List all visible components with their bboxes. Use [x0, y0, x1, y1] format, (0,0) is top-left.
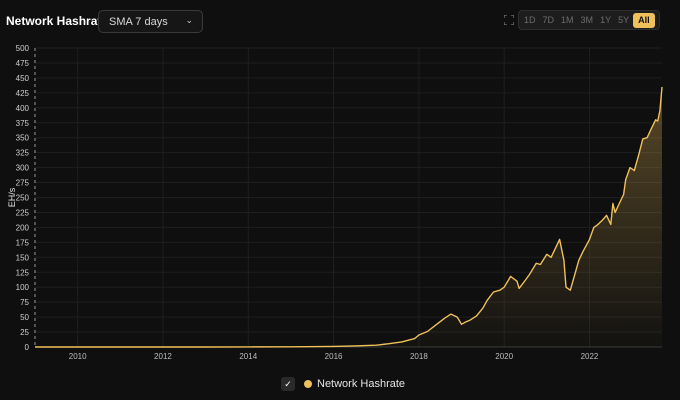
y-tick-label: 75: [20, 298, 29, 307]
y-tick-label: 250: [16, 194, 30, 203]
chart-title: Network Hashrate: [6, 14, 109, 28]
series-line: [35, 86, 663, 348]
time-range-selector: 1D 7D 1M 3M 1Y 5Y All: [518, 10, 660, 30]
x-tick-label: 2012: [154, 352, 172, 361]
y-tick-label: 300: [16, 164, 30, 173]
x-tick-label: 2016: [325, 352, 343, 361]
range-button-3m[interactable]: 3M: [580, 14, 594, 25]
x-tick-label: 2010: [69, 352, 87, 361]
y-tick-label: 450: [16, 74, 30, 83]
legend-label: Network Hashrate: [317, 378, 406, 390]
y-tick-label: 200: [16, 223, 30, 232]
legend-toggle-checkbox[interactable]: ✓: [281, 377, 295, 391]
y-tick-label: 0: [25, 343, 30, 352]
y-axis-label: EH/s: [7, 187, 17, 207]
range-button-7d[interactable]: 7D: [542, 14, 555, 25]
sma-period-value: SMA 7 days: [109, 16, 168, 28]
y-tick-label: 150: [16, 253, 30, 262]
y-tick-label: 125: [16, 268, 30, 277]
x-tick-label: 2020: [495, 352, 513, 361]
series-area: [35, 86, 662, 348]
y-tick-label: 400: [16, 104, 30, 113]
x-tick-label: 2014: [239, 352, 257, 361]
range-button-1m[interactable]: 1M: [561, 14, 574, 25]
x-tick-label: 2018: [410, 352, 428, 361]
chevron-down-icon: ⌄: [185, 15, 193, 25]
y-tick-label: 350: [16, 134, 30, 143]
y-tick-label: 100: [16, 283, 30, 292]
y-tick-label: 50: [20, 313, 29, 322]
sma-period-select[interactable]: SMA 7 days ⌄: [98, 10, 203, 33]
range-button-5y[interactable]: 5Y: [618, 14, 630, 25]
y-tick-label: 225: [16, 208, 30, 217]
y-tick-label: 25: [20, 328, 29, 337]
range-button-all[interactable]: All: [633, 12, 655, 28]
legend: ✓ Network Hashrate: [281, 376, 405, 392]
y-tick-label: 325: [16, 149, 30, 158]
hashrate-chart: 0 25 50 75 100 125 150 175 200 225 250 275 300 325 350…: [7, 44, 663, 361]
y-tick-label: 275: [16, 179, 30, 188]
y-tick-label: 175: [16, 238, 30, 247]
y-tick-label: 425: [16, 89, 30, 98]
legend-color-dot: [304, 380, 312, 388]
x-tick-label: 2022: [581, 352, 599, 361]
y-tick-label: 375: [16, 119, 30, 128]
range-button-1d[interactable]: 1D: [524, 14, 536, 25]
range-button-1y[interactable]: 1Y: [600, 14, 612, 25]
y-tick-label: 475: [16, 59, 30, 68]
y-tick-label: 500: [16, 44, 30, 53]
